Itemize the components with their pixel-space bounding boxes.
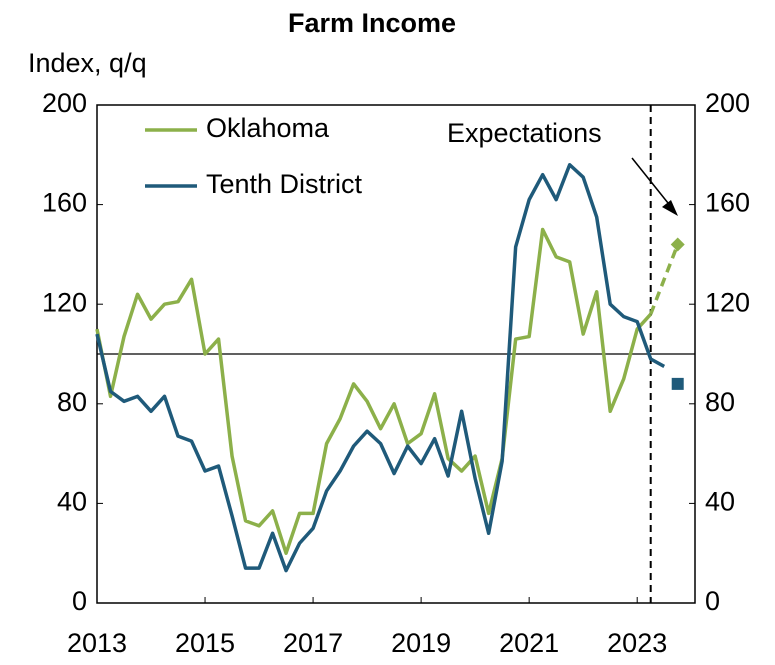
annotation: Expectations — [447, 118, 602, 148]
y-tick-label: 80 — [57, 387, 87, 417]
x-tick-label: 2019 — [391, 628, 451, 658]
x-tick-label: 2013 — [67, 628, 127, 658]
x-tick-label: 2015 — [175, 628, 235, 658]
annotation-arrowhead — [662, 200, 678, 216]
y2-tick-label: 80 — [705, 387, 735, 417]
legend-label: Tenth District — [206, 169, 363, 199]
legend-label: Oklahoma — [206, 113, 330, 143]
y-tick-label: 160 — [42, 188, 87, 218]
y-axis-label: Index, q/q — [28, 48, 147, 78]
annotation-arrow — [631, 157, 673, 209]
y2-tick-label: 120 — [705, 287, 750, 317]
y-tick-label: 120 — [42, 287, 87, 317]
series-line — [95, 163, 666, 573]
chart-title: Farm Income — [288, 8, 456, 38]
series-line — [95, 227, 653, 555]
x-tick-label: 2021 — [499, 628, 559, 658]
x-tick-label: 2023 — [607, 628, 667, 658]
y2-tick-label: 200 — [705, 88, 750, 118]
y-tick-label: 0 — [72, 586, 87, 616]
expectation-marker — [670, 237, 685, 252]
y2-tick-label: 160 — [705, 188, 750, 218]
y-tick-label: 200 — [42, 88, 87, 118]
y2-tick-label: 40 — [705, 487, 735, 517]
expectation-marker — [671, 377, 684, 390]
expectation-connector — [649, 243, 680, 315]
x-tick-label: 2017 — [283, 628, 343, 658]
y-tick-label: 40 — [57, 487, 87, 517]
y2-tick-label: 0 — [705, 586, 720, 616]
